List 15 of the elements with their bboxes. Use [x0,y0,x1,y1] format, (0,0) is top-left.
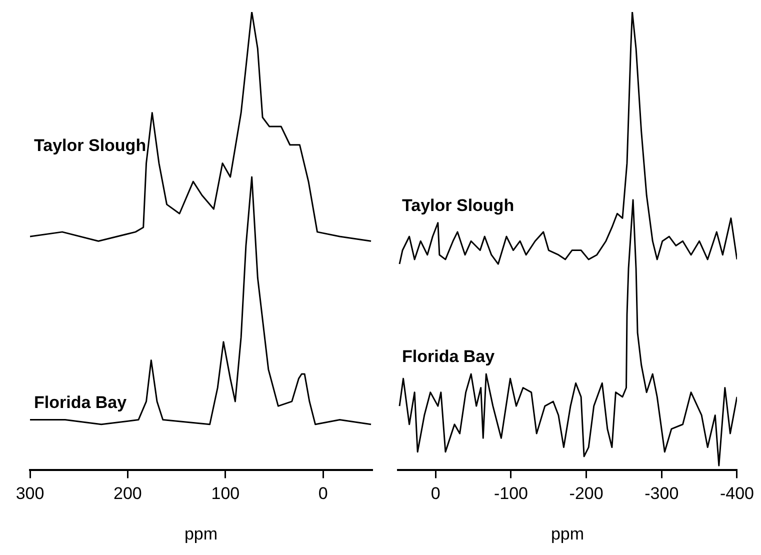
x-tick-label: -200 [569,484,604,504]
x-axis-title: ppm [184,524,218,544]
x-tick-label: -100 [494,484,528,504]
x-tick-label: -400 [720,484,754,504]
x-tick-label: -300 [644,484,679,504]
series-label: Florida Bay [402,346,496,366]
x-tick-label: 200 [114,484,142,504]
x-tick-label: 300 [16,484,44,504]
x-tick-label: 0 [318,484,328,504]
series-label: Taylor Slough [34,136,146,156]
x-tick-label: 0 [430,484,440,504]
x-axis-title: ppm [550,524,584,544]
x-tick-label: 100 [211,484,240,504]
series-label: Florida Bay [34,392,128,412]
series-label: Taylor Slough [402,196,514,215]
